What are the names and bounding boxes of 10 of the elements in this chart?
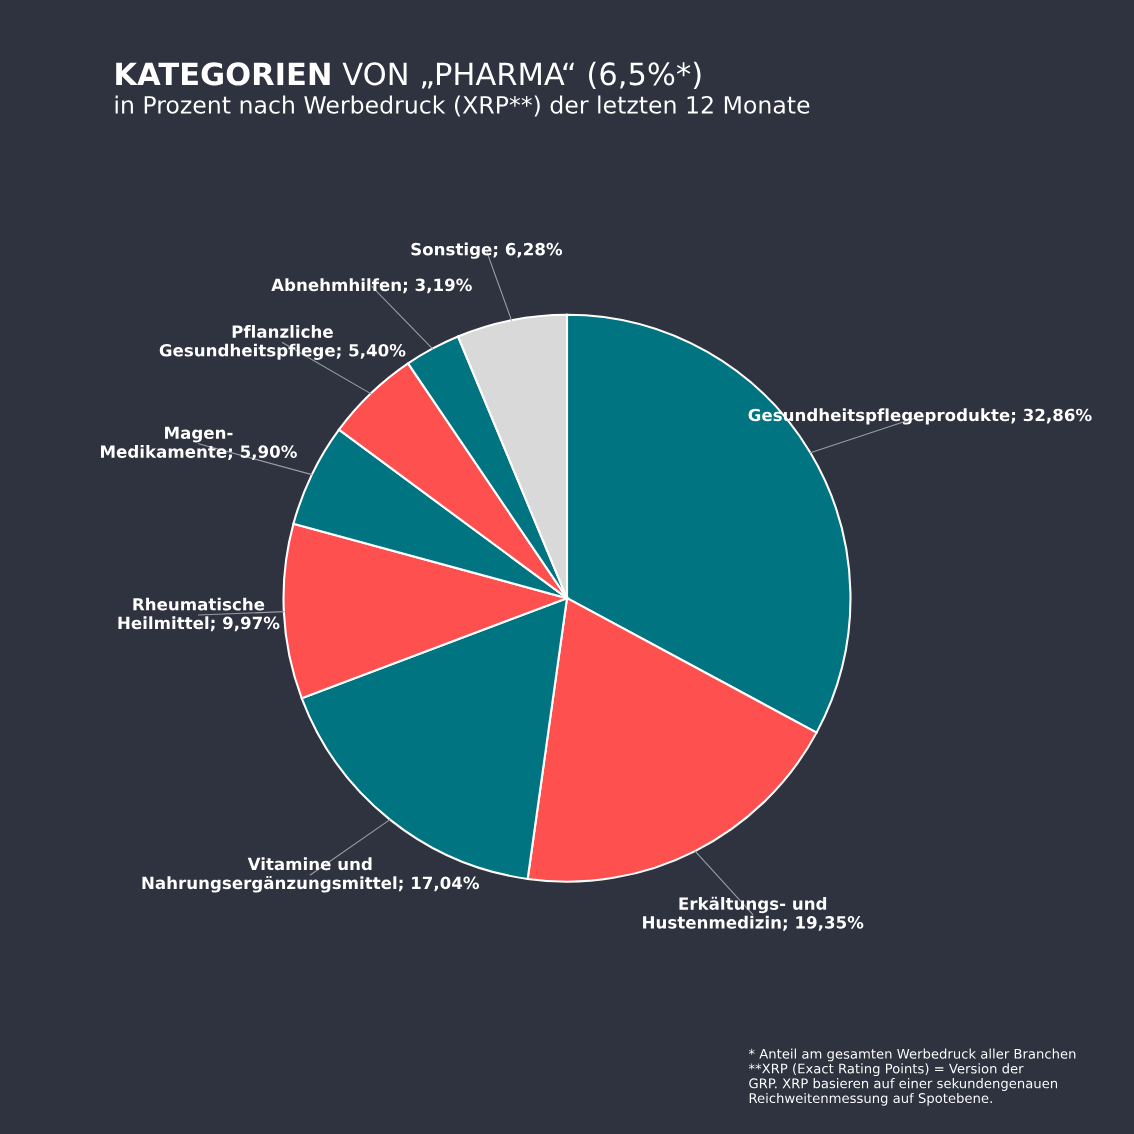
- slice-label: Vitamine und Nahrungsergänzungsmittel; 17,04%: [142, 857, 480, 893]
- slice-label: Rheumatische Heilmittel; 9,97%: [118, 597, 280, 632]
- slice-label: Abnehmhilfen; 3,19%: [271, 278, 472, 294]
- slice-label: Erkältungs- und Hustenmedizin; 19,35%: [643, 896, 864, 931]
- slice-label: Pflanzliche Gesundheitspflege; 5,40%: [159, 325, 406, 360]
- text: * Anteil am gesamten Werbedruck aller Branchen **XRP (Exact Rating Points) = Version der GRP. XRP basieren auf einer sekundengenauen Reichweitenmessung auf Spotebene.: [748, 1048, 1076, 1106]
- slice-label: Magen- Medikamente; 5,90%: [101, 426, 297, 461]
- chart-subtitle: in Prozent nach Werbedruck (XRP**) der letzten 12 Monate: [115, 95, 810, 117]
- chart-title: KATEGORIEN VON „PHARMA“ (6,5%*): [116, 61, 701, 90]
- slice-label: Sonstige; 6,28%: [411, 242, 563, 259]
